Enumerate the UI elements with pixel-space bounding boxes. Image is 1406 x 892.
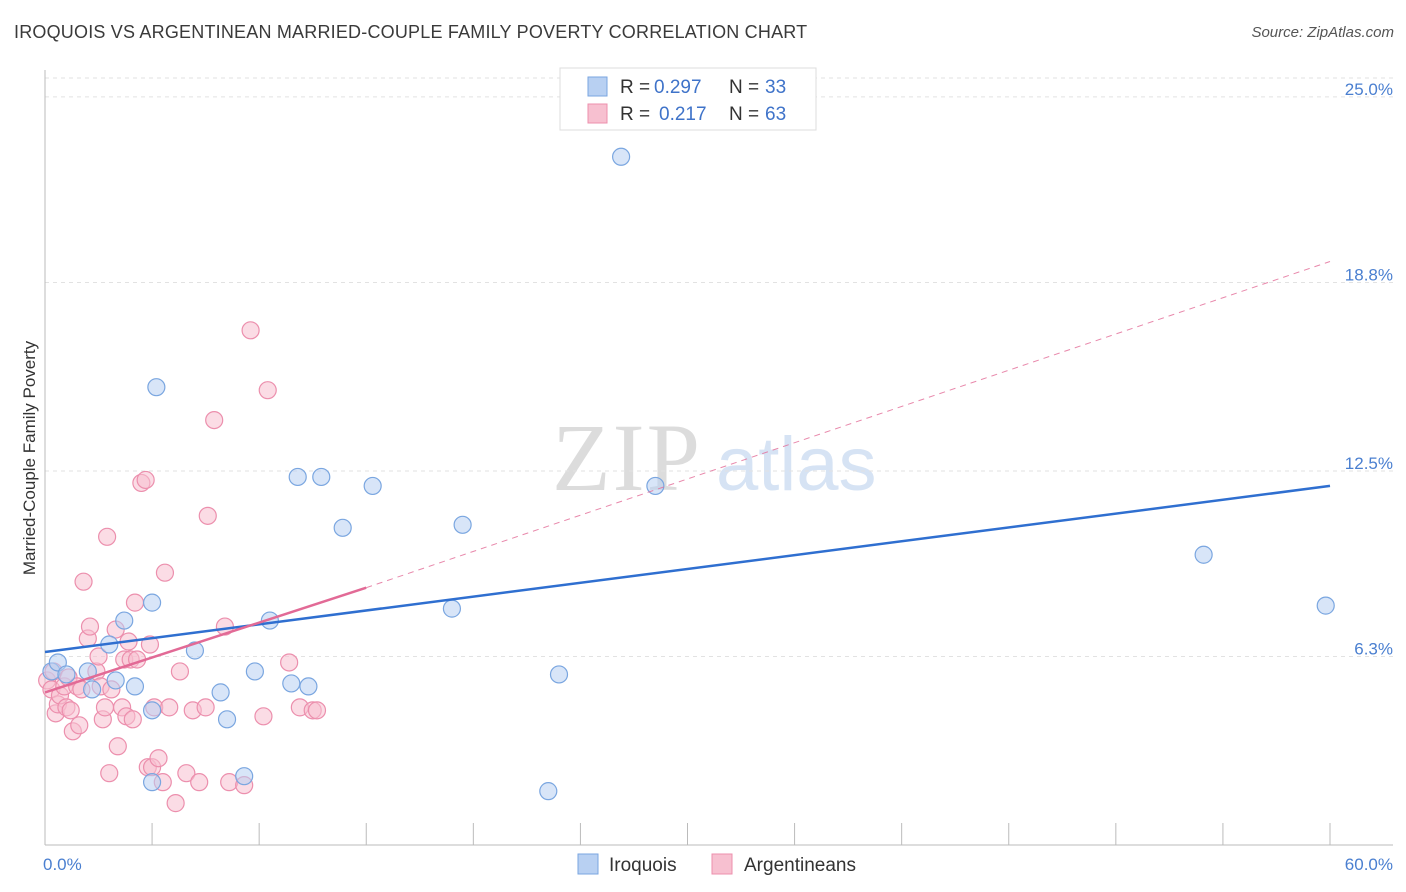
trend-line-argentineans-extension — [366, 261, 1331, 589]
iroquois-point-23 — [333, 518, 352, 537]
iroquois-point-10 — [142, 773, 162, 792]
watermark-zip: ZIP — [552, 404, 702, 511]
iroquois-point-3 — [78, 662, 97, 681]
legend-r-value-iroquois: 0.297 — [654, 77, 702, 98]
bottom-legend-swatch-iroquois — [577, 853, 599, 875]
argentinean-point-52 — [205, 410, 224, 430]
bottom-legend-label-argentineans: Argentineans — [744, 855, 856, 876]
iroquois-point-29 — [612, 147, 631, 166]
legend-n-label-iroquois: N = — [729, 77, 759, 98]
argentinean-point-57 — [258, 381, 277, 400]
iroquois-point-11 — [147, 378, 166, 397]
argentinean-point-59 — [280, 653, 299, 672]
legend-r-label-argentineans: R = — [620, 104, 650, 125]
chart-source: Source: ZipAtlas.com — [1251, 24, 1394, 41]
legend-swatch-iroquois — [587, 76, 608, 97]
argentinean-point-21 — [95, 698, 115, 717]
argentinean-point-43 — [155, 563, 175, 582]
y-tick-label-2: 18.8% — [1345, 265, 1393, 284]
bottom-legend-label-iroquois: Iroquois — [609, 855, 677, 876]
legend-n-value-iroquois: 33 — [765, 77, 786, 98]
iroquois-point-26 — [453, 515, 472, 534]
legend-n-label-argentineans: N = — [729, 104, 759, 125]
iroquois-point-19 — [282, 674, 301, 693]
argentinean-point-36 — [136, 470, 155, 490]
watermark: ZIP atlas — [552, 404, 877, 511]
argentinean-point-51 — [198, 506, 217, 525]
argentinean-point-14 — [74, 572, 93, 591]
argentinean-point-12 — [70, 716, 89, 735]
iroquois-point-30 — [646, 476, 665, 496]
argentinean-point-33 — [125, 593, 145, 612]
argentinean-point-9 — [61, 701, 80, 720]
bottom-legend-swatch-argentineans — [711, 853, 733, 875]
series-argentineans — [38, 321, 327, 813]
iroquois-point-8 — [125, 677, 145, 696]
trend-line-argentineans — [44, 586, 367, 694]
iroquois-point-31 — [1194, 545, 1213, 564]
correlation-legend: R = 0.297 N = 33 R = 0.217 N = 63 — [559, 67, 817, 131]
iroquois-point-21 — [288, 467, 307, 487]
series-iroquois — [42, 147, 1335, 801]
iroquois-point-2 — [57, 665, 76, 684]
argentinean-point-32 — [123, 710, 142, 729]
y-tick-label-3: 25.0% — [1345, 80, 1393, 99]
iroquois-point-9 — [142, 701, 162, 720]
argentinean-point-38 — [140, 635, 160, 654]
argentinean-point-41 — [149, 749, 168, 768]
x-tick-label-min: 0.0% — [43, 855, 82, 874]
x-axis-ticks — [44, 823, 1331, 845]
argentinean-point-26 — [108, 737, 127, 756]
iroquois-point-25 — [442, 599, 462, 618]
series-legend: Iroquois Argentineans — [577, 853, 856, 876]
y-tick-label-0: 6.3% — [1354, 639, 1393, 658]
iroquois-point-27 — [539, 782, 558, 801]
chart-title: IROQUOIS VS ARGENTINEAN MARRIED-COUPLE F… — [14, 22, 808, 42]
iroquois-point-12 — [142, 593, 162, 612]
iroquois-point-22 — [312, 467, 331, 487]
legend-r-label-iroquois: R = — [620, 77, 650, 98]
argentinean-point-50 — [196, 698, 215, 717]
argentinean-point-45 — [166, 794, 185, 813]
trend-lines — [44, 261, 1331, 694]
iroquois-point-15 — [217, 710, 237, 729]
trend-line-iroquois — [44, 484, 1331, 654]
legend-swatch-argentineans — [587, 103, 608, 124]
argentinean-point-44 — [160, 698, 179, 717]
argentinean-point-49 — [190, 773, 209, 792]
argentinean-point-56 — [241, 321, 260, 340]
x-tick-label-max: 60.0% — [1345, 855, 1393, 874]
iroquois-point-4 — [83, 680, 102, 699]
iroquois-point-24 — [363, 476, 382, 496]
y-tick-labels: 6.3% 12.5% 18.8% 25.0% — [1345, 80, 1393, 659]
argentinean-point-23 — [100, 764, 119, 783]
iroquois-point-20 — [299, 677, 318, 696]
iroquois-point-28 — [549, 665, 569, 684]
iroquois-point-6 — [106, 671, 125, 690]
iroquois-point-17 — [245, 662, 264, 681]
legend-r-value-argentineans: 0.217 — [659, 104, 707, 125]
y-axis-title: Married-Couple Family Poverty — [20, 340, 39, 575]
gridlines — [45, 77, 1393, 657]
iroquois-point-7 — [115, 611, 134, 630]
watermark-atlas: atlas — [716, 422, 877, 507]
iroquois-point-16 — [235, 767, 254, 786]
argentinean-point-16 — [80, 617, 100, 636]
argentinean-point-18 — [89, 647, 108, 666]
argentinean-point-46 — [170, 662, 190, 681]
argentinean-point-62 — [307, 701, 327, 720]
iroquois-point-13 — [185, 641, 205, 660]
argentinean-point-58 — [254, 707, 273, 726]
argentinean-point-47 — [177, 764, 196, 783]
iroquois-point-14 — [211, 683, 230, 702]
argentinean-point-22 — [98, 527, 117, 546]
iroquois-point-32 — [1316, 596, 1335, 615]
y-tick-label-1: 12.5% — [1345, 454, 1393, 473]
legend-n-value-argentineans: 63 — [765, 104, 786, 125]
